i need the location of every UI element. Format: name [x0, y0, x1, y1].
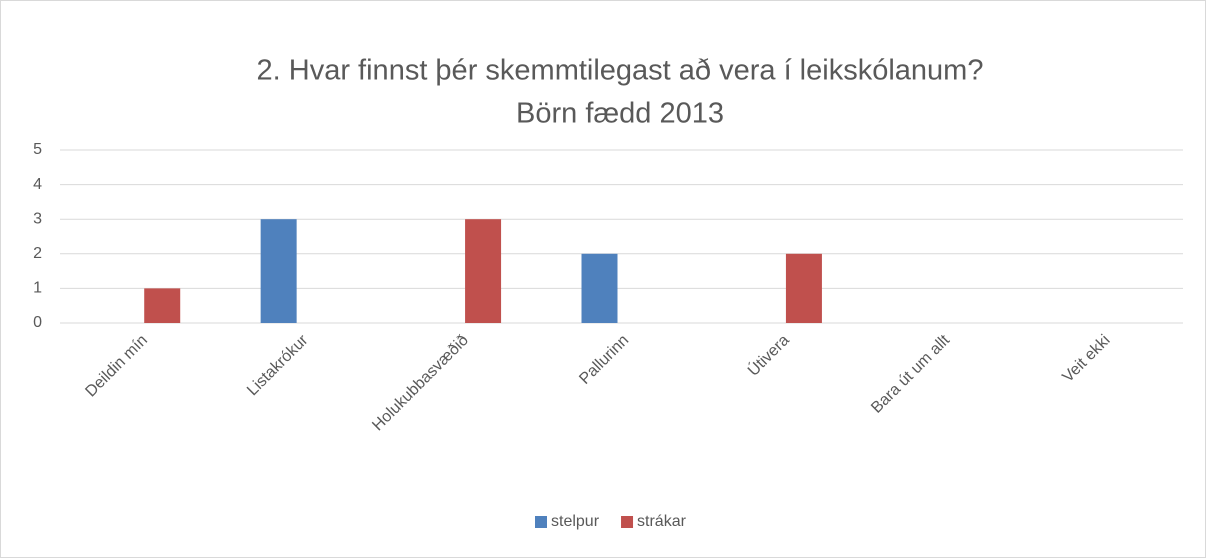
chart-subtitle: Börn fædd 2013	[516, 98, 724, 130]
legend-label: strákar	[637, 513, 687, 530]
y-tick-label: 0	[33, 314, 42, 331]
y-tick-label: 1	[33, 280, 42, 297]
legend-swatch	[535, 516, 547, 528]
bar	[785, 253, 822, 323]
y-tick-label: 3	[33, 210, 42, 227]
legend-swatch	[621, 516, 634, 528]
bar	[581, 253, 618, 323]
bar	[465, 219, 502, 323]
bar	[260, 219, 297, 323]
y-tick-label: 5	[33, 141, 42, 158]
chart-title: 2. Hvar finnst þér skemmtilegast að vera…	[257, 55, 984, 87]
y-tick-label: 4	[33, 176, 42, 193]
y-tick-label: 2	[33, 245, 42, 262]
bar	[144, 288, 181, 323]
legend-label: stelpur	[551, 513, 600, 530]
